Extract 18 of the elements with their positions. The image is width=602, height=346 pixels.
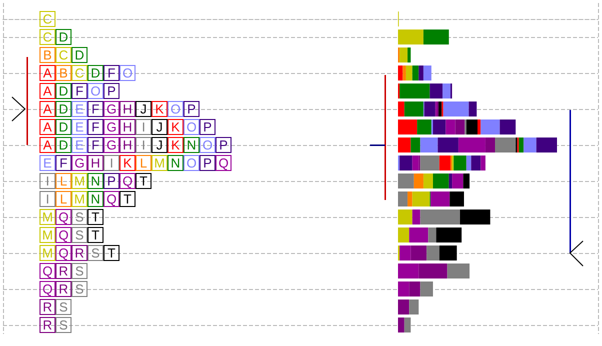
- category-label: E F G H I K L M N O P Q: [43, 156, 229, 170]
- y-tick-label: R S: [42, 318, 68, 332]
- y-tick-label: M Q S T: [42, 228, 100, 242]
- y-tick-label: A D F O P: [43, 84, 116, 98]
- y-tick-label: Q R S: [42, 264, 84, 278]
- y-tick-label: C: [42, 12, 52, 26]
- y-tick-label: R S: [42, 300, 68, 314]
- category-label: A D E F G H J K O P: [43, 102, 196, 116]
- category-label: A D E F G H I J K N O P: [43, 138, 228, 152]
- y-tick-label: M Q S T: [42, 210, 100, 224]
- y-tick-label: Q R S: [42, 282, 84, 296]
- y-tick-label: I L M N P Q T: [46, 174, 148, 188]
- y-tick-label: M Q R S T: [42, 246, 116, 260]
- y-tick-label: I L M N Q T: [46, 192, 132, 206]
- category-label: A D E F G H I J K O P: [43, 120, 212, 134]
- y-tick-label: C D: [42, 30, 68, 44]
- y-tick-label: B C D: [43, 48, 84, 62]
- y-tick-label: A B C D F O: [43, 66, 133, 80]
